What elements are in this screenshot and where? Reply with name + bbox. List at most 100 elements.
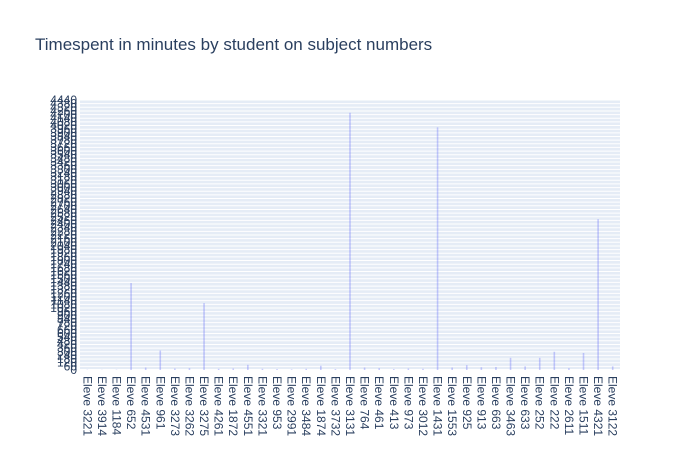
x-tick-label: Eleve 1431: [431, 376, 445, 436]
y-tick-label: 1140: [51, 294, 77, 308]
y-tick-label: 4080: [50, 115, 77, 129]
x-tick-label: Eleve 222: [547, 376, 561, 430]
x-tick-label: Eleve 3131: [343, 376, 357, 436]
y-tick-label: 1800: [50, 254, 77, 268]
x-tick-label: Eleve 913: [474, 376, 488, 430]
y-tick-label: 3900: [50, 126, 77, 140]
y-tick-label: 4440: [50, 93, 77, 107]
y-tick-label: 480: [57, 334, 77, 348]
x-tick-label: Eleve 4551: [241, 376, 255, 436]
y-tick-label: 3060: [50, 177, 77, 191]
bar: [276, 369, 278, 370]
y-tick-label: 1020: [50, 301, 77, 315]
y-tick-label: 120: [57, 356, 77, 370]
y-tick-label: 2040: [50, 239, 77, 253]
bar: [392, 369, 395, 370]
x-tick-label: Eleve 3732: [328, 376, 342, 436]
y-tick-label: 0: [70, 363, 77, 377]
x-tick-label: Eleve 252: [533, 376, 547, 430]
y-tick-label: 2700: [50, 199, 77, 213]
bar: [495, 366, 497, 370]
bar: [203, 303, 205, 370]
x-tick-label: Eleve 4321: [591, 376, 605, 436]
x-tick-label: Eleve 3914: [95, 376, 109, 436]
y-tick-label: 3780: [50, 133, 77, 147]
y-tick-label: 2760: [50, 195, 77, 209]
x-tick-label: Eleve 4261: [212, 376, 226, 436]
x-tick-label: Eleve 2991: [285, 376, 299, 436]
chart-title: Timespent in minutes by student on subje…: [35, 35, 432, 54]
y-tick-label: 2940: [50, 184, 77, 198]
x-tick-label: Eleve 4531: [139, 376, 153, 436]
bar: [582, 352, 585, 370]
x-tick-label: Eleve 633: [518, 376, 532, 430]
y-tick-label: 4380: [50, 97, 77, 111]
bar: [334, 369, 337, 370]
y-tick-label: 300: [57, 345, 77, 359]
y-tick-label: 3360: [50, 159, 77, 173]
x-tick-label: Eleve 764: [358, 376, 372, 430]
x-tick-label: Eleve 1511: [577, 376, 591, 435]
y-tick-label: 1740: [50, 257, 77, 271]
x-tick-label: Eleve 3262: [182, 376, 196, 436]
bar: [144, 367, 147, 370]
y-tick-label: 900: [57, 308, 77, 322]
y-tick-label: 3300: [50, 162, 77, 176]
bar: [465, 365, 468, 370]
y-tick-label: 540: [57, 330, 77, 344]
x-tick-label: Eleve 1874: [314, 376, 328, 436]
y-tick-label: 3180: [50, 170, 77, 184]
y-tick-label: 3120: [50, 173, 77, 187]
x-tick-label: Eleve 1872: [226, 376, 240, 436]
y-tick-label: 1620: [50, 264, 77, 278]
y-tick-label: 2400: [50, 217, 77, 231]
y-tick-label: 3420: [50, 155, 77, 169]
y-tick-label: 960: [57, 305, 77, 319]
y-tick-label: 2640: [50, 202, 77, 216]
y-tick-label: 720: [57, 319, 77, 333]
y-tick-label: 180: [57, 352, 77, 366]
x-tick-label: Eleve 663: [489, 376, 503, 430]
bar: [247, 364, 249, 370]
y-tick-label: 4200: [50, 108, 77, 122]
y-tick-label: 2820: [50, 192, 77, 206]
x-axis-ticks: Eleve 3221 Eleve 3914 Eleve 1184 Eleve 652 E…: [80, 376, 619, 436]
bar: [422, 368, 424, 370]
x-tick-label: Eleve 961: [153, 376, 167, 430]
y-tick-label: 1440: [50, 275, 77, 289]
bar: [320, 365, 322, 370]
y-tick-label: 3660: [50, 140, 77, 154]
y-tick-label: 1260: [50, 286, 77, 300]
bar: [290, 369, 293, 370]
bar: [174, 368, 176, 370]
y-tick-label: 2100: [50, 235, 77, 249]
y-tick-label: 2460: [50, 213, 77, 227]
y-tick-label: 420: [57, 337, 77, 351]
x-tick-label: Eleve 2611: [562, 376, 576, 435]
x-tick-label: Eleve 1553: [445, 376, 459, 436]
y-tick-label: 3600: [50, 144, 77, 158]
bar: [524, 366, 526, 370]
bar: [378, 368, 380, 370]
bar: [217, 368, 220, 370]
y-tick-label: 2340: [50, 221, 77, 235]
bar: [261, 368, 264, 370]
bar: [363, 367, 366, 370]
y-tick-label: 1560: [50, 268, 77, 282]
gridlines: [80, 99, 620, 371]
y-tick-label: 3540: [50, 148, 77, 162]
y-axis-ticks: 0601201802403003604204805406006607207808…: [50, 93, 77, 377]
y-tick-label: 1500: [50, 272, 77, 286]
y-tick-label: 1980: [50, 243, 77, 257]
bar: [159, 350, 162, 370]
x-tick-label: Eleve 1184: [109, 376, 123, 435]
bar: [407, 368, 410, 370]
y-tick-label: 3960: [50, 122, 77, 136]
y-tick-label: 360: [57, 341, 77, 355]
y-tick-label: 2580: [50, 206, 77, 220]
y-tick-label: 2520: [50, 210, 77, 224]
y-tick-label: 1080: [50, 297, 77, 311]
y-tick-label: 3840: [50, 129, 77, 143]
x-tick-label: Eleve 3275: [197, 376, 211, 436]
